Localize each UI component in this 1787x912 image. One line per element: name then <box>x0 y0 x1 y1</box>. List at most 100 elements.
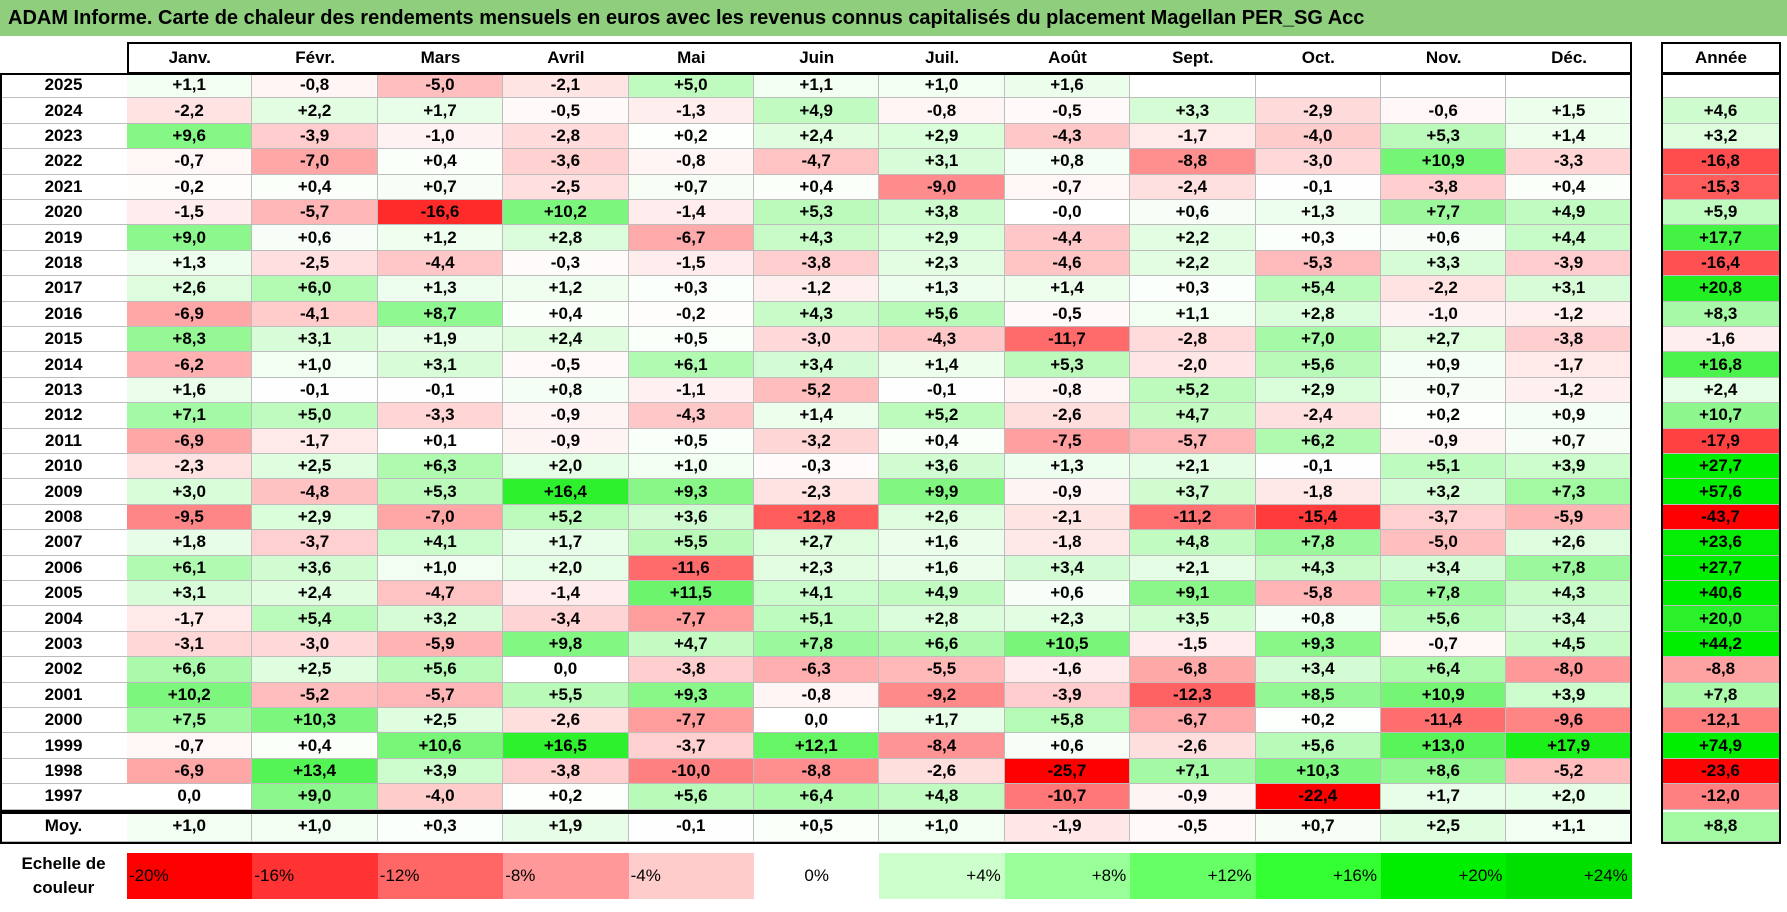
color-scale-swatch: -16% <box>252 853 378 899</box>
heatmap-cell: +2,0 <box>1506 784 1632 810</box>
heatmap-cell: +1,3 <box>377 276 504 302</box>
heatmap-cell: -2,4 <box>1255 403 1381 429</box>
annual-cell: +5,9 <box>1661 200 1781 226</box>
heatmap-cell: -0,9 <box>1130 784 1256 810</box>
year-label: 2023 <box>0 124 127 150</box>
heatmap-cell: +3,5 <box>1130 606 1256 632</box>
heatmap-cell: -4,8 <box>252 479 378 505</box>
heatmap-cell: -0,1 <box>377 377 504 404</box>
heatmap-cell: +1,4 <box>754 403 880 429</box>
average-cell: +1,0 <box>252 811 378 842</box>
heatmap-cell: -6,7 <box>1130 708 1256 734</box>
heatmap-cell: -2,2 <box>1381 276 1507 302</box>
month-header: Août <box>1048 47 1087 67</box>
heatmap-cell: +2,9 <box>1255 377 1381 404</box>
year-label: 2010 <box>0 454 127 480</box>
heatmap-cell: +10,5 <box>1004 631 1131 658</box>
color-scale-label-line1: Echelle de <box>21 854 106 873</box>
heatmap-cell: -4,6 <box>1004 250 1131 277</box>
heatmap-cell: +6,6 <box>879 631 1005 658</box>
heatmap-cell: -2,6 <box>1004 403 1131 429</box>
heatmap-cell: +0,3 <box>1255 225 1381 251</box>
heatmap-cell: -11,2 <box>1130 504 1256 531</box>
heatmap-cell: +1,2 <box>377 225 504 251</box>
month-header: Juin <box>799 47 835 67</box>
heatmap-cell: -2,4 <box>1130 174 1256 200</box>
color-scale-swatch: -4% <box>628 853 754 899</box>
annual-cell: -16,4 <box>1661 250 1781 277</box>
annual-average-cell: +8,8 <box>1661 811 1781 842</box>
heatmap-cell: -3,8 <box>754 250 880 277</box>
heatmap-cell: -0,2 <box>628 301 754 327</box>
heatmap-cell: -1,5 <box>628 250 754 277</box>
heatmap-cell: -7,0 <box>377 504 504 531</box>
average-cell: +1,1 <box>1506 811 1632 842</box>
year-label: 2015 <box>0 327 127 353</box>
heatmap-cell: -3,1 <box>127 631 253 658</box>
year-label: 2002 <box>0 657 127 683</box>
heatmap-cell: +0,4 <box>252 174 378 200</box>
heatmap-cell: +6,6 <box>127 657 253 683</box>
heatmap-cell: -9,5 <box>127 504 253 531</box>
heatmap-cell: -3,2 <box>754 428 880 454</box>
heatmap-cell: -1,1 <box>628 377 754 404</box>
heatmap-cell: -0,5 <box>503 98 629 124</box>
heatmap-cell: +4,3 <box>754 225 880 251</box>
color-scale-swatch: -8% <box>503 853 629 899</box>
heatmap-cell: +4,9 <box>754 98 880 124</box>
heatmap-cell: -0,8 <box>628 149 754 175</box>
heatmap-cell: +5,3 <box>377 479 504 505</box>
heatmap-cell: +2,8 <box>503 225 629 251</box>
heatmap-cell: +1,3 <box>127 250 253 277</box>
heatmap-cell: -3,6 <box>503 149 629 175</box>
heatmap-cell: -1,2 <box>1506 377 1632 404</box>
heatmap-cell: -3,8 <box>1506 327 1632 353</box>
heatmap-cell: +3,4 <box>1506 606 1632 632</box>
heatmap-cell: -9,2 <box>879 682 1005 708</box>
heatmap-cell: -6,3 <box>754 657 880 683</box>
heatmap-cell: +0,5 <box>628 428 754 454</box>
annual-cell: -12,0 <box>1661 784 1781 810</box>
heatmap-cell: -0,1 <box>252 377 378 404</box>
heatmap-cell: +1,4 <box>1004 276 1131 302</box>
average-cell: +2,5 <box>1381 811 1507 842</box>
year-label: 1997 <box>0 784 127 810</box>
annual-cell: +10,7 <box>1661 403 1781 429</box>
heatmap-cell: -7,7 <box>628 708 754 734</box>
heatmap-cell: -4,7 <box>754 149 880 175</box>
heatmap-cell: +3,3 <box>1130 98 1256 124</box>
heatmap-cell: -0,3 <box>503 250 629 277</box>
chart-title: ADAM Informe. Carte de chaleur des rende… <box>0 0 1787 36</box>
average-cell: +0,3 <box>377 811 504 842</box>
heatmap-cell: -4,4 <box>1004 225 1131 251</box>
heatmap-cell: +13,0 <box>1381 733 1507 759</box>
heatmap-cell: +2,8 <box>879 606 1005 632</box>
heatmap-cell: -0,0 <box>1004 200 1131 226</box>
year-label: 2000 <box>0 708 127 734</box>
color-scale-label-line2: couleur <box>32 878 95 897</box>
heatmap-cell: +0,2 <box>503 784 629 810</box>
heatmap-cell: +0,7 <box>1506 428 1632 454</box>
heatmap-cell: -2,8 <box>503 123 629 150</box>
heatmap-cell: +6,0 <box>252 276 378 302</box>
heatmap-cell: -4,3 <box>879 327 1005 353</box>
heatmap-cell: +0,8 <box>503 377 629 404</box>
heatmap-cell: -2,6 <box>503 708 629 734</box>
heatmap-cell: +1,1 <box>754 73 880 99</box>
heatmap-cell: -4,0 <box>1255 123 1381 150</box>
heatmap-cell: -2,9 <box>1255 98 1381 124</box>
heatmap-cell: +1,7 <box>879 708 1005 734</box>
color-scale-swatch: +12% <box>1130 853 1256 899</box>
annual-cell: -1,6 <box>1661 327 1781 353</box>
heatmap-cell: +5,4 <box>252 606 378 632</box>
heatmap-cell: -5,9 <box>1506 504 1632 531</box>
heatmap-cell: +7,3 <box>1506 479 1632 505</box>
heatmap-cell: +2,7 <box>754 530 880 556</box>
color-scale-swatch: -20% <box>127 853 253 899</box>
heatmap-cell: -1,5 <box>127 200 253 226</box>
heatmap-cell: +2,1 <box>1130 555 1256 581</box>
heatmap-cell: +10,3 <box>1255 758 1381 785</box>
annual-cell: +44,2 <box>1661 631 1781 658</box>
heatmap-cell: -11,4 <box>1381 708 1507 734</box>
annual-cell: +27,7 <box>1661 454 1781 480</box>
